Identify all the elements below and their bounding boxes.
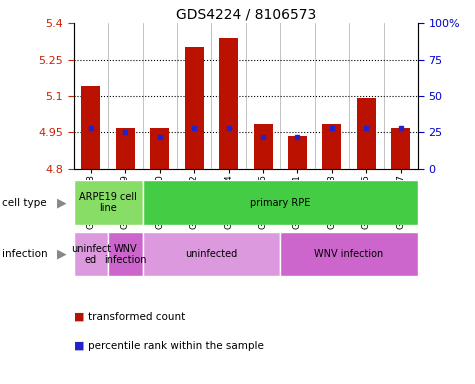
Text: ▶: ▶ bbox=[57, 196, 67, 209]
Text: uninfected: uninfected bbox=[185, 249, 238, 260]
Bar bbox=[81, 86, 100, 169]
Bar bbox=[185, 47, 204, 169]
Text: percentile rank within the sample: percentile rank within the sample bbox=[88, 341, 264, 351]
Text: WNV
infection: WNV infection bbox=[104, 243, 146, 265]
Text: ■: ■ bbox=[74, 341, 84, 351]
Text: transformed count: transformed count bbox=[88, 312, 185, 322]
Text: cell type: cell type bbox=[2, 197, 47, 208]
Text: ARPE19 cell
line: ARPE19 cell line bbox=[79, 192, 137, 214]
Bar bbox=[150, 127, 169, 169]
Text: WNV infection: WNV infection bbox=[314, 249, 384, 260]
Bar bbox=[116, 127, 135, 169]
Text: primary RPE: primary RPE bbox=[250, 197, 311, 208]
Bar bbox=[391, 127, 410, 169]
Bar bbox=[323, 124, 342, 169]
Text: infection: infection bbox=[2, 249, 48, 260]
Bar bbox=[280, 232, 418, 276]
Bar bbox=[254, 124, 273, 169]
Bar bbox=[108, 232, 142, 276]
Bar bbox=[74, 180, 142, 225]
Title: GDS4224 / 8106573: GDS4224 / 8106573 bbox=[176, 8, 316, 22]
Bar bbox=[142, 232, 280, 276]
Text: ▶: ▶ bbox=[57, 248, 67, 261]
Bar bbox=[219, 38, 238, 169]
Bar bbox=[357, 98, 376, 169]
Bar bbox=[288, 136, 307, 169]
Text: ■: ■ bbox=[74, 312, 84, 322]
Text: uninfect
ed: uninfect ed bbox=[71, 243, 111, 265]
Bar bbox=[142, 180, 418, 225]
Bar bbox=[74, 232, 108, 276]
